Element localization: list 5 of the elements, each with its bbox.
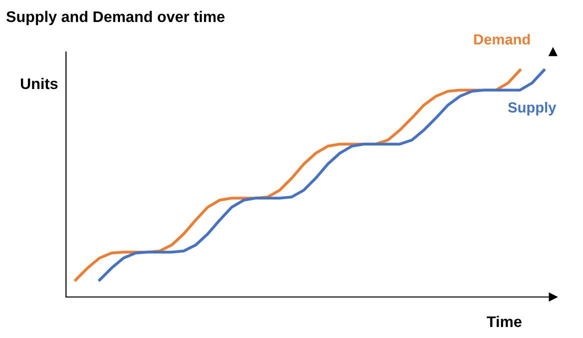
chart-title: Supply and Demand over time — [6, 10, 225, 26]
y-axis-title: Units — [20, 78, 58, 90]
series-label: Supply — [508, 102, 556, 116]
series-label: Demand — [474, 34, 530, 45]
x-axis-title: Time — [486, 316, 522, 328]
